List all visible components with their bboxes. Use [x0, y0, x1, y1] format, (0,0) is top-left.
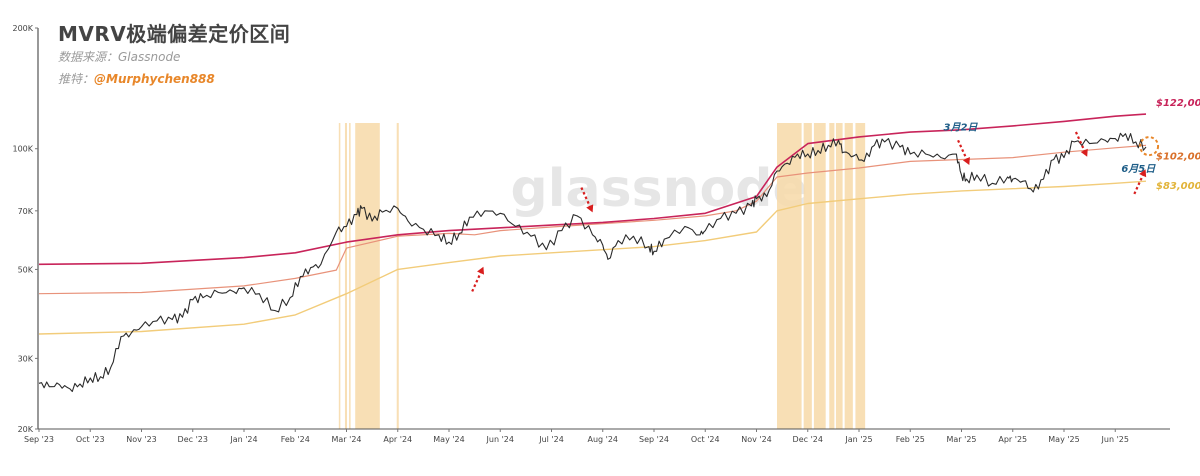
- shaded-range-10: [844, 123, 853, 429]
- y-tick-label: 20K: [18, 425, 34, 434]
- y-tick-label: 70K: [18, 207, 34, 216]
- credit-prefix: 推特：: [58, 72, 95, 86]
- x-tick-label: Mar '24: [331, 435, 361, 444]
- red-arrow-head: [962, 157, 970, 166]
- y-tick-label: 200K: [12, 24, 33, 33]
- x-tick-label: Sep '24: [639, 435, 669, 444]
- series-line-lower: [38, 180, 1147, 335]
- shaded-range-3: [355, 123, 380, 429]
- end-label-lower: $83,000: [1156, 181, 1200, 192]
- credit-handle[interactable]: @Murphychen888: [94, 72, 215, 86]
- shaded-range-1: [344, 123, 348, 429]
- x-tick-label: Jul '24: [538, 435, 564, 444]
- x-tick-label: Nov '24: [741, 435, 772, 444]
- red-arrow-head: [477, 266, 485, 275]
- shaded-range-4: [396, 123, 399, 429]
- series-line-price: [38, 132, 1147, 393]
- x-tick-label: May '25: [1048, 435, 1079, 444]
- x-tick-label: Feb '24: [281, 435, 310, 444]
- shaded-range-8: [829, 123, 835, 429]
- red-arrow-shaft: [1133, 171, 1146, 195]
- x-tick-label: Dec '24: [793, 435, 823, 444]
- red-arrow-shaft: [957, 139, 970, 163]
- x-tick-label: Feb '25: [896, 435, 925, 444]
- red-arrow-shaft: [471, 268, 484, 292]
- shaded-range-0: [338, 123, 341, 429]
- series-line-upper: [38, 113, 1147, 266]
- y-tick-label: 30K: [18, 354, 34, 363]
- chart-title: MVRV极端偏差定价区间: [58, 22, 291, 46]
- x-tick-label: Mar '25: [946, 435, 976, 444]
- x-tick-label: Oct '24: [691, 435, 720, 444]
- y-tick-label: 100K: [12, 145, 33, 154]
- series-line-mid: [38, 144, 1147, 295]
- x-tick-label: Aug '24: [587, 435, 618, 444]
- x-tick-label: Jan '25: [844, 435, 872, 444]
- shaded-range-11: [855, 123, 866, 429]
- date-annotation: 6月5日: [1121, 163, 1156, 175]
- red-arrow-head: [1139, 169, 1147, 178]
- shaded-range-7: [813, 123, 826, 429]
- red-arrow-head: [586, 204, 594, 213]
- red-arrow-shaft: [1074, 131, 1087, 155]
- x-tick-label: Jun '25: [1101, 435, 1129, 444]
- watermark-text: glassnode: [510, 159, 807, 219]
- x-tick-label: Oct '23: [76, 435, 105, 444]
- shaded-range-2: [349, 123, 351, 429]
- date-annotation: 3月2日: [944, 122, 979, 134]
- x-tick-label: Jun '24: [486, 435, 514, 444]
- y-tick-label: 50K: [18, 265, 34, 274]
- x-tick-label: Dec '23: [178, 435, 208, 444]
- shaded-range-6: [803, 123, 812, 429]
- end-label-mid: $102,000: [1156, 151, 1200, 162]
- red-arrow-head: [1080, 148, 1088, 157]
- x-tick-label: Apr '24: [383, 435, 412, 444]
- end-label-upper: $122,000: [1156, 98, 1200, 109]
- red-arrow-shaft: [580, 187, 593, 211]
- source-note: 数据来源：Glassnode: [58, 50, 181, 64]
- x-tick-label: Apr '25: [998, 435, 1027, 444]
- x-tick-label: Sep '23: [24, 435, 54, 444]
- current-price-marker: [1139, 136, 1160, 157]
- author-credit: 推特：@Murphychen888: [58, 70, 215, 87]
- x-tick-label: Nov '23: [126, 435, 157, 444]
- x-tick-label: May '24: [433, 435, 464, 444]
- shaded-range-9: [835, 123, 843, 429]
- x-tick-label: Jan '24: [229, 435, 257, 444]
